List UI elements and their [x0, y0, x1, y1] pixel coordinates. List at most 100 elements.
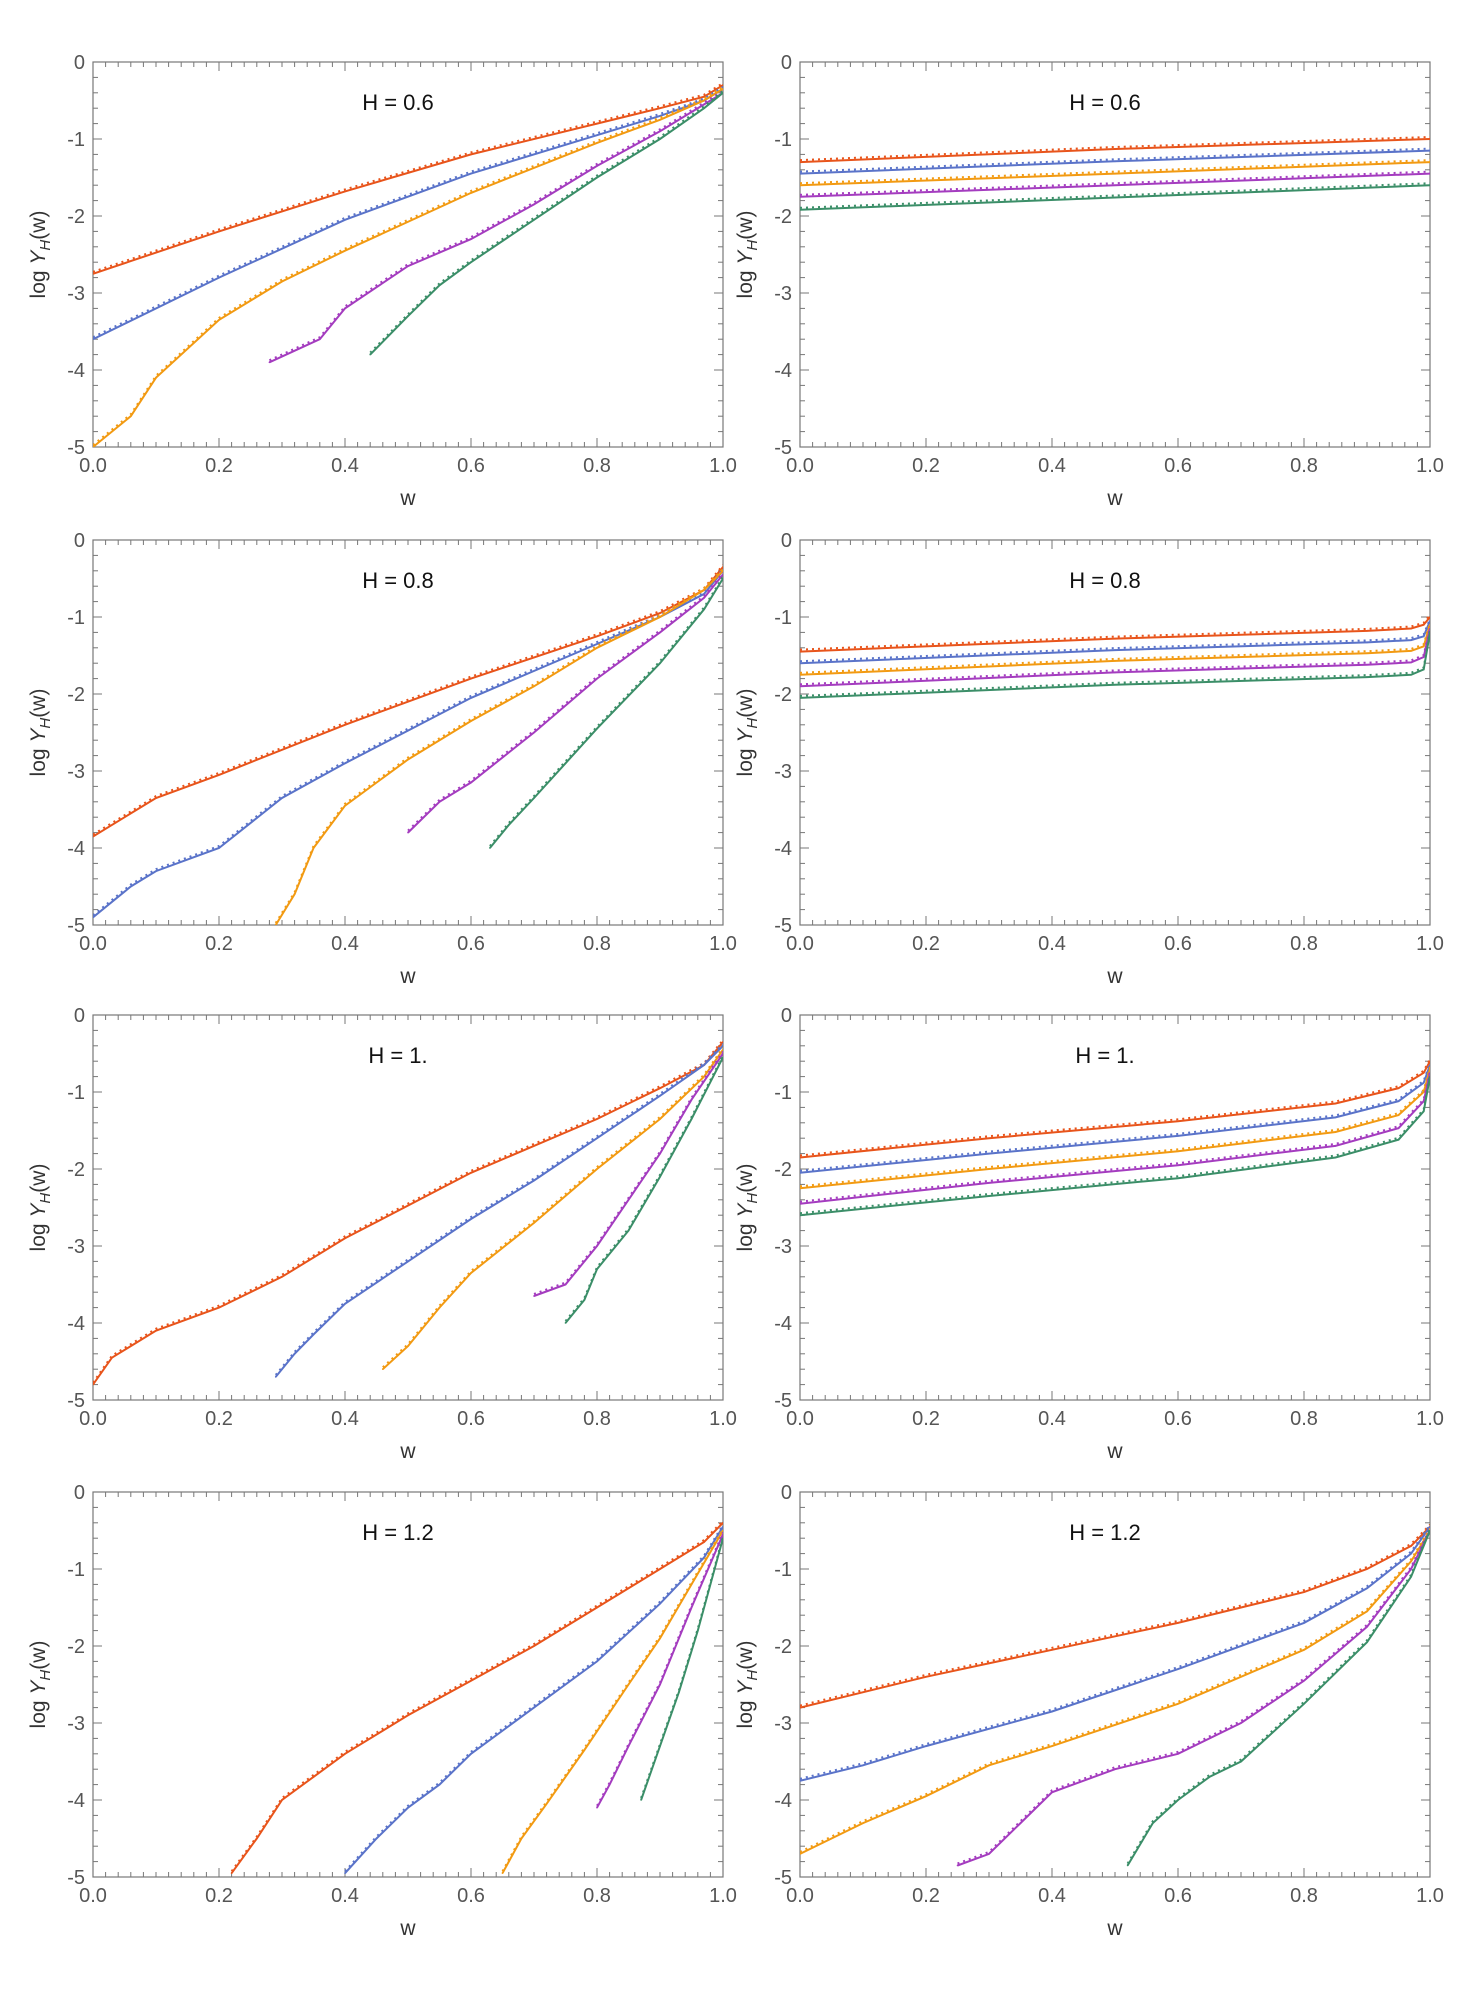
series-dotted-4 — [800, 626, 1430, 686]
x-tick-label: 0.2 — [205, 1885, 233, 1907]
chart-panel-8: 0.0 0.2 0.4 0.6 0.8 1.0 0 -1 -2 -3 -4 -5 w log YH(w) H… — [734, 1482, 1444, 1940]
x-tick-label: 0.4 — [331, 1408, 359, 1430]
series-dotted-5 — [800, 182, 1430, 209]
series-point — [312, 847, 315, 849]
series-line-3 — [501, 1529, 723, 1874]
series-point — [703, 103, 705, 106]
series-point — [407, 758, 409, 761]
series-point — [703, 1064, 705, 1066]
plot-frame — [799, 1014, 1431, 1401]
series-point — [596, 643, 598, 645]
series-point — [111, 1356, 113, 1359]
x-tick-label: 0.4 — [331, 1885, 359, 1907]
y-tick-label: -5 — [67, 1390, 85, 1412]
series-point — [470, 153, 472, 156]
x-tick-label: 0.6 — [457, 1408, 485, 1430]
x-axis-label: w — [1106, 1440, 1123, 1463]
x-tick-label: 0.4 — [1038, 1408, 1066, 1430]
series-point — [988, 1195, 990, 1197]
series-point — [862, 1764, 864, 1767]
series-point — [1051, 1710, 1053, 1713]
series-point — [583, 1749, 586, 1751]
series-point — [1152, 1822, 1154, 1824]
series-point — [533, 1179, 535, 1182]
series-point — [501, 1872, 504, 1874]
y-axis-label: log YH(w) — [734, 689, 761, 777]
series-point — [596, 1118, 598, 1120]
series-point — [800, 184, 801, 186]
x-tick-label: 0.0 — [79, 933, 107, 955]
series-point — [1410, 673, 1412, 676]
series-point — [1429, 623, 1430, 626]
y-tick-label: -4 — [67, 1790, 85, 1812]
series-dotted-3 — [274, 568, 723, 924]
panel-title: H = 0.8 — [362, 568, 434, 593]
series-point — [640, 1799, 642, 1801]
series-point — [274, 1376, 277, 1378]
series-point — [627, 1229, 630, 1232]
series-point — [344, 1753, 346, 1755]
series-line-5 — [369, 92, 723, 356]
series-point — [407, 1806, 409, 1809]
series-dotted-5 — [800, 1074, 1430, 1215]
series-point — [1303, 1679, 1305, 1682]
y-tick-label: -4 — [774, 1313, 792, 1335]
x-tick-label: 0.2 — [912, 1885, 940, 1907]
series-point — [1422, 668, 1425, 671]
x-tick-label: 1.0 — [709, 455, 737, 477]
x-tick-label: 0.2 — [912, 1408, 940, 1430]
plot-frame — [799, 61, 1431, 448]
series-point — [988, 1764, 990, 1767]
y-tick-label: -2 — [774, 1159, 792, 1181]
series-point — [1422, 1081, 1425, 1084]
x-tick-label: 0.8 — [583, 1885, 611, 1907]
series-point — [703, 107, 705, 109]
series-line-2 — [93, 88, 723, 341]
series-point — [470, 781, 472, 784]
y-tick-label: -2 — [67, 1636, 85, 1658]
series-point — [627, 1199, 630, 1201]
series-point — [344, 307, 346, 310]
y-tick-label: -4 — [67, 838, 85, 860]
series-point — [703, 1075, 705, 1078]
series-dotted-3 — [800, 622, 1430, 674]
series-point — [659, 1175, 661, 1178]
series-point — [722, 1529, 723, 1532]
series-dotted-2 — [800, 1524, 1430, 1780]
series-point — [218, 774, 220, 776]
y-tick-label: -3 — [774, 283, 792, 305]
x-tick-label: 0.2 — [205, 1408, 233, 1430]
series-point — [1429, 172, 1430, 175]
series-point — [1397, 1114, 1400, 1116]
y-tick-label: -2 — [67, 1159, 85, 1181]
series-point — [369, 353, 372, 356]
series-point — [1334, 1145, 1337, 1147]
series-point — [1422, 1071, 1425, 1074]
series-point — [830, 1837, 833, 1840]
series-point — [1410, 1575, 1412, 1578]
chart-panel-5: 0.0 0.2 0.4 0.6 0.8 1.0 0 -1 -2 -3 -4 -5 w log YH(w) H… — [27, 1005, 737, 1463]
x-axis-label: w — [399, 1917, 416, 1940]
series-dotted-1 — [800, 1523, 1430, 1707]
series-point — [438, 284, 441, 287]
series-point — [1429, 620, 1430, 622]
series-point — [1126, 1864, 1129, 1867]
series-point — [375, 1837, 378, 1840]
series-point — [1429, 631, 1430, 634]
series-point — [583, 1299, 586, 1301]
series-point — [722, 1056, 723, 1059]
series-point — [281, 1276, 283, 1278]
y-tick-label: -4 — [67, 360, 85, 382]
chart-panel-1: 0.0 0.2 0.4 0.6 0.8 1.0 0 -1 -2 -3 -4 -5 w log YH(w) H… — [27, 52, 737, 510]
series-point — [1051, 1745, 1053, 1747]
series-dotted-3 — [93, 86, 723, 446]
series-point — [1422, 623, 1425, 626]
y-axis-label: log YH(w) — [27, 211, 54, 299]
series-point — [596, 1606, 598, 1609]
series-point — [93, 338, 94, 340]
series-point — [703, 608, 705, 611]
x-tick-label: 0.8 — [1290, 1885, 1318, 1907]
series-point — [690, 1583, 693, 1586]
series-point — [1397, 1100, 1400, 1103]
series-point — [596, 176, 598, 179]
